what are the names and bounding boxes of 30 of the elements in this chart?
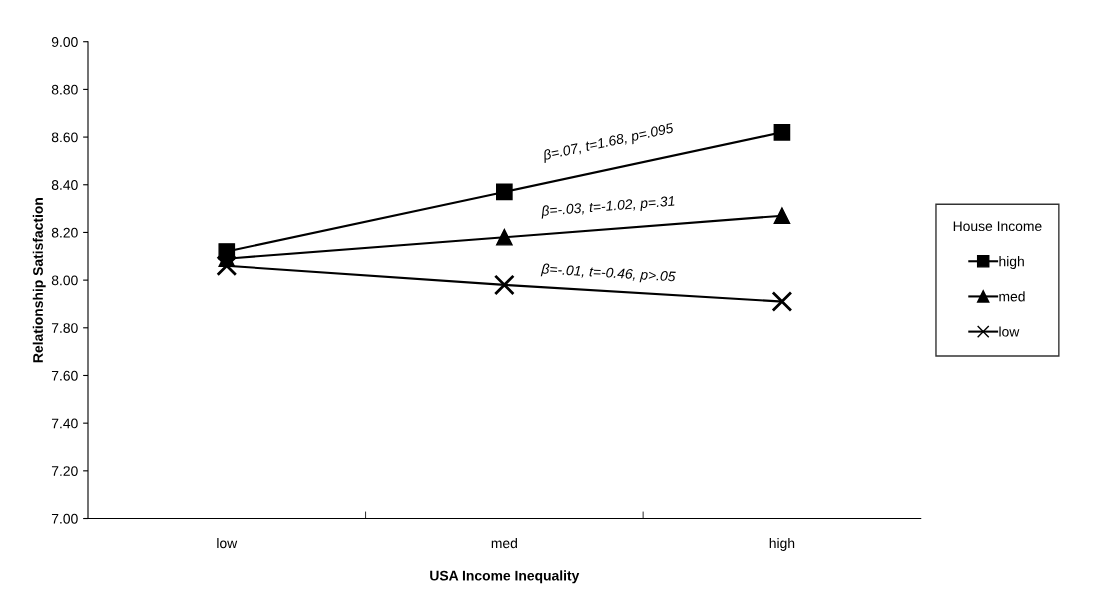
point [493, 274, 515, 296]
y-tick-label: 8.20 [51, 227, 78, 238]
point [771, 291, 793, 312]
annotation: β=.07, t=1.68, p=.095 [541, 122, 675, 163]
y-tick-label: 8.60 [51, 132, 78, 143]
legend-label: med [999, 291, 1025, 302]
point [496, 228, 513, 246]
y-tick-label: 8.00 [51, 275, 78, 286]
annotation: β=-.03, t=-1.02, p=.31 [540, 195, 675, 219]
legend-label: high [999, 256, 1024, 270]
point [773, 123, 791, 141]
legend-title: House Income [953, 221, 1042, 232]
x-tick-label: low [217, 537, 238, 549]
point [216, 255, 238, 277]
annotation: β=-.01, t=-0.46, p>.05 [540, 263, 676, 285]
y-tick-label: 7.80 [51, 323, 78, 333]
legend-label: low [999, 326, 1020, 337]
y-tick-label: 7.00 [51, 513, 78, 524]
x-tick-label: high [769, 537, 795, 551]
y-tick-label: 7.40 [51, 418, 78, 429]
y-tick-label: 7.20 [51, 466, 78, 477]
point [773, 207, 791, 225]
y-tick-label: 7.60 [51, 370, 78, 381]
y-axis-title: Relationship Satisfaction [32, 198, 46, 363]
y-tick-label: 8.80 [51, 84, 78, 95]
point [496, 183, 513, 201]
y-tick-label: 9.00 [51, 37, 78, 47]
x-axis-title: USA Income Inequality [430, 570, 580, 584]
y-tick-label: 8.40 [51, 180, 78, 190]
x-tick-label: med [491, 537, 517, 549]
